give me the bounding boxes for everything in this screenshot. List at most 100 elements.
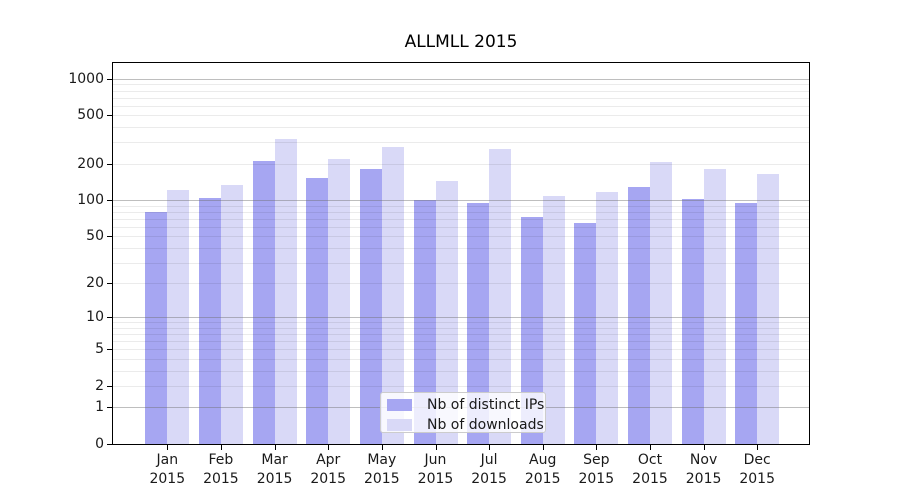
x-tick-label: Oct 2015 [632,451,668,489]
gridline-major [113,78,809,80]
x-tick-label: Jul 2015 [471,451,507,489]
gridline-minor [113,84,809,86]
x-tick-label-year: 2015 [363,471,400,487]
gridline-minor [113,327,809,329]
gridline-minor [113,236,809,238]
y-tick [107,349,112,351]
y-tick [107,236,112,238]
x-tick-label: Jun 2015 [418,451,454,489]
bar-downloads [381,146,404,444]
gridline-major [113,317,809,319]
x-tick-label-month: Jul [480,452,498,468]
gridline-minor [113,90,809,92]
x-tick-label-year: 2015 [203,471,239,487]
x-tick-label-year: 2015 [685,471,722,487]
y-tick-label: 5 [95,341,104,358]
y-tick [107,163,112,165]
x-tick [381,444,383,450]
gridline-minor [113,247,809,249]
legend-swatch-downloads [387,419,412,431]
x-tick-label: Sep 2015 [578,451,614,489]
legend: Nb of distinct IPs Nb of downloads [380,392,546,433]
bar-downloads [650,161,672,444]
y-tick-label: 50 [86,228,104,245]
x-tick-label: Dec 2015 [739,451,775,489]
x-tick-label-year: 2015 [578,471,615,487]
bar-downloads [274,138,297,444]
x-tick-label-year: 2015 [417,471,454,487]
gridline-minor [113,262,809,264]
gridline-minor [113,334,809,336]
y-tick [107,115,112,117]
y-tick [107,283,112,285]
bar-distinct-ips [520,216,543,444]
gridline-minor [113,341,809,343]
x-tick-label-year: 2015 [310,471,347,487]
bar-downloads [328,159,351,444]
x-tick-label-month: Nov [689,452,718,468]
x-tick-label: Nov 2015 [686,451,722,489]
bar-distinct-ips [306,177,329,444]
x-tick-label-month: Oct [637,452,663,468]
x-tick-label-year: 2015 [632,471,668,487]
gridline-minor [113,358,809,360]
gridline-minor [113,370,809,372]
y-tick [107,317,112,319]
bar-distinct-ips [413,199,436,444]
x-tick [328,444,330,450]
y-tick [107,78,112,80]
gridline-minor [113,205,809,207]
x-tick [435,444,437,450]
bar-distinct-ips [735,202,758,444]
gridline-minor [113,226,809,228]
gridline-major [113,200,809,201]
x-tick-label: Apr 2015 [310,451,346,489]
x-tick-label-year: 2015 [471,471,507,487]
bar-distinct-ips [145,211,168,444]
gridline-minor [113,115,809,117]
gridline-minor [113,322,809,324]
bar-downloads [596,191,619,444]
bar-downloads [489,149,512,444]
gridline-minor [113,105,809,107]
bar-downloads [542,196,565,444]
x-tick [703,444,705,450]
bar-downloads [435,181,458,444]
x-tick-label-month: Jan [156,452,179,468]
x-tick-label-month: Sep [583,452,610,468]
bar-distinct-ips [359,169,382,444]
legend-item-downloads: Nb of downloads [387,417,544,433]
gridline-minor [113,218,809,220]
x-tick-label-month: Dec [743,452,771,468]
x-tick [220,444,222,450]
x-tick-label: Aug 2015 [525,451,561,489]
x-tick [489,444,491,450]
y-tick [107,200,112,201]
plot-area: Nb of distinct IPs Nb of downloads [107,62,810,450]
gridline-minor [113,283,809,285]
x-tick-label-month: Mar [261,452,288,468]
bar-distinct-ips [574,222,597,444]
bar-downloads [757,174,780,444]
x-tick-label-month: May [367,452,397,468]
x-tick-label-year: 2015 [256,471,293,487]
y-tick-label: 2 [95,377,104,394]
bar-distinct-ips [681,198,704,444]
x-tick [596,444,598,450]
x-tick-label-year: 2015 [149,471,186,487]
x-tick [274,444,276,450]
y-tick-label: 500 [77,107,104,124]
x-tick [542,444,544,450]
x-tick [650,444,651,450]
gridline-minor [113,127,809,129]
gridline-minor [113,385,809,387]
bar-distinct-ips [467,203,490,444]
gridline-minor [113,142,809,144]
x-tick-label: Feb 2015 [203,451,239,489]
gridline-minor [113,349,809,351]
legend-item-distinct-ips: Nb of distinct IPs [387,397,544,413]
gridline-minor [113,211,809,213]
x-tick [757,444,759,450]
legend-label-distinct-ips: Nb of distinct IPs [427,397,545,413]
